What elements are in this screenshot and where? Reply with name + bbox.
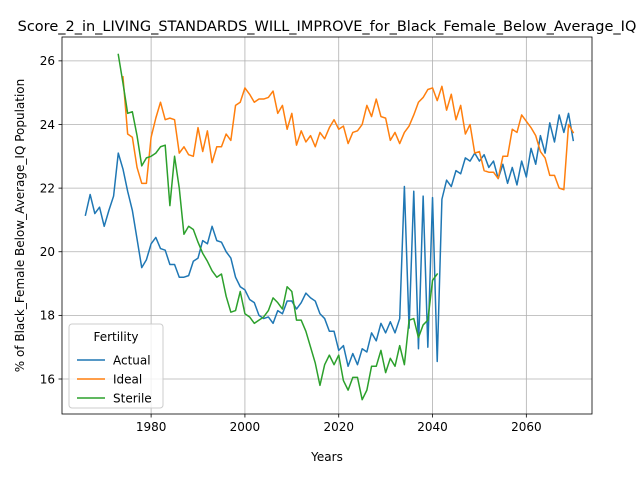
y-tick-label: 22 — [40, 181, 55, 195]
series-line-ideal — [122, 75, 575, 191]
x-tick-label: 2020 — [323, 420, 354, 434]
grid — [62, 37, 592, 414]
legend: Fertility Actual Ideal Sterile — [68, 323, 164, 409]
plot-frame — [61, 36, 593, 415]
y-tick-label: 20 — [40, 245, 55, 259]
series-line-actual — [84, 112, 575, 368]
x-axis-label: Years — [310, 450, 343, 464]
series-layer — [84, 53, 575, 401]
y-tick-label: 24 — [40, 118, 55, 132]
y-tick-label: 18 — [40, 309, 55, 323]
legend-title: Fertility — [93, 330, 138, 344]
x-tick-label: 2060 — [511, 420, 542, 434]
legend-label-ideal: Ideal — [113, 372, 142, 386]
legend-label-sterile: Sterile — [113, 391, 152, 405]
x-tick-label: 2000 — [230, 420, 261, 434]
series-line-sterile — [117, 53, 439, 401]
y-tick-label: 16 — [40, 372, 55, 386]
y-axis-label: % of Black_Female Below_Average_IQ Popul… — [13, 79, 27, 373]
y-tick-label: 26 — [40, 54, 55, 68]
ticks: 1980 2000 2020 2040 2060 16 18 20 22 24 26 — [40, 54, 542, 434]
legend-box — [68, 323, 164, 409]
legend-label-actual: Actual — [113, 353, 151, 367]
chart-title: Score_2_in_LIVING_STANDARDS_WILL_IMPROVE… — [18, 19, 637, 35]
x-tick-label: 1980 — [136, 420, 167, 434]
x-tick-label: 2040 — [417, 420, 448, 434]
